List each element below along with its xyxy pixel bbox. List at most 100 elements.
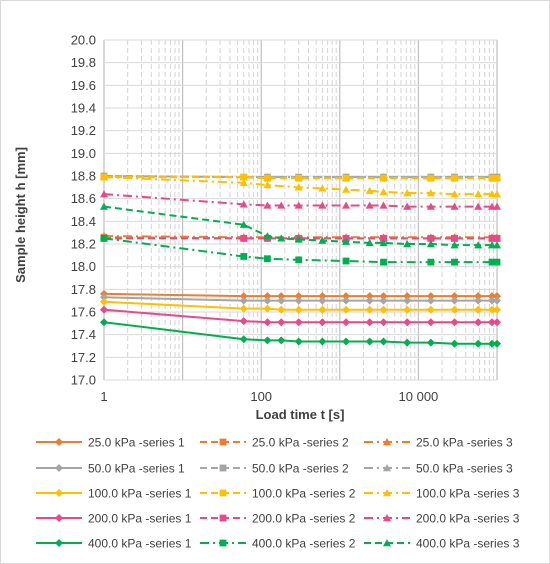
data-point — [294, 296, 303, 305]
series-14 — [100, 234, 501, 266]
data-point — [426, 318, 435, 327]
legend-item: 50.0 kPa -series 3 — [364, 462, 513, 476]
data-point — [264, 255, 271, 263]
data-point — [426, 240, 435, 248]
data-point — [451, 174, 458, 182]
data-point — [239, 317, 248, 326]
data-point — [379, 296, 388, 305]
data-point — [240, 173, 248, 181]
legend-label: 50.0 kPa -series 3 — [416, 462, 513, 476]
series-15 — [100, 202, 501, 249]
data-point — [239, 304, 248, 313]
data-point — [365, 318, 374, 327]
data-point — [55, 514, 63, 522]
data-point — [318, 236, 327, 244]
data-point — [426, 338, 435, 347]
series-line — [103, 235, 497, 239]
data-point — [380, 174, 387, 182]
data-point — [239, 178, 248, 186]
data-point — [100, 173, 108, 181]
legend-item: 100.0 kPa -series 3 — [364, 487, 520, 501]
data-point — [263, 296, 272, 305]
data-point — [294, 183, 303, 191]
data-point — [277, 201, 286, 209]
y-tick-label: 19.0 — [71, 146, 96, 161]
y-tick-label: 19.2 — [71, 123, 96, 138]
data-point — [403, 292, 412, 301]
data-point — [474, 202, 483, 210]
y-tick-label: 18.6 — [71, 191, 96, 206]
data-point — [451, 234, 458, 242]
data-point — [383, 514, 391, 522]
data-point — [493, 202, 501, 210]
series-12 — [100, 190, 501, 210]
data-point — [380, 234, 387, 242]
data-point — [342, 318, 351, 327]
legend-label: 400.0 kPa -series 1 — [88, 537, 192, 551]
data-point — [219, 489, 227, 497]
data-point — [474, 305, 483, 314]
legend-item: 100.0 kPa -series 1 — [36, 487, 192, 501]
data-point — [474, 190, 483, 198]
data-point — [488, 305, 497, 314]
data-point — [403, 240, 412, 248]
data-point — [239, 220, 248, 228]
legend-item: 25.0 kPa -series 3 — [364, 436, 513, 450]
series-1 — [100, 289, 501, 301]
data-point — [239, 296, 248, 305]
data-point — [426, 189, 435, 197]
data-point — [379, 201, 388, 209]
data-point — [294, 292, 303, 301]
series-line — [103, 237, 497, 264]
series-line — [103, 175, 497, 179]
data-point — [488, 258, 496, 266]
data-point — [55, 489, 63, 497]
data-point — [294, 337, 303, 346]
data-point — [403, 305, 412, 314]
data-point — [493, 241, 501, 249]
data-point — [379, 305, 388, 314]
data-point — [100, 305, 108, 314]
x-tick-label: 100 — [250, 389, 272, 404]
y-tick-label: 19.6 — [71, 78, 96, 93]
data-point — [450, 318, 459, 327]
data-point — [55, 464, 63, 472]
legend-label: 100.0 kPa -series 3 — [416, 487, 520, 501]
series-layer — [100, 172, 501, 348]
data-point — [379, 292, 388, 301]
data-point — [277, 318, 286, 327]
data-point — [365, 292, 374, 301]
data-point — [263, 292, 272, 301]
legend-label: 200.0 kPa -series 2 — [252, 512, 356, 526]
data-point — [342, 257, 350, 265]
data-point — [342, 296, 351, 305]
data-point — [294, 318, 303, 327]
data-point — [294, 305, 303, 314]
data-point — [474, 241, 483, 249]
legend-label: 200.0 kPa -series 1 — [88, 512, 192, 526]
legend-label: 400.0 kPa -series 2 — [252, 537, 356, 551]
data-point — [474, 339, 483, 348]
legend-item: 400.0 kPa -series 2 — [200, 537, 356, 551]
data-point — [295, 256, 303, 264]
series-4 — [100, 293, 501, 305]
data-point — [318, 318, 327, 327]
data-point — [239, 200, 248, 208]
data-point — [240, 253, 248, 260]
axis-ticks: 17.0 17.2 17.4 17.6 17.8 18.0 18.2 18.4 18.6 18.8… — [71, 33, 439, 405]
data-point — [451, 258, 458, 266]
x-axis-title: Load time t [s] — [256, 407, 345, 422]
data-point — [342, 305, 351, 314]
data-point — [294, 235, 303, 243]
data-point — [277, 305, 286, 314]
data-point — [474, 296, 483, 305]
data-point — [100, 234, 108, 242]
data-point — [493, 190, 501, 198]
data-point — [450, 339, 459, 348]
y-tick-label: 18.8 — [71, 169, 96, 184]
y-tick-label: 17.4 — [71, 327, 96, 342]
data-point — [318, 337, 327, 346]
data-point — [493, 339, 501, 348]
data-point — [383, 464, 391, 472]
data-point — [379, 238, 388, 247]
